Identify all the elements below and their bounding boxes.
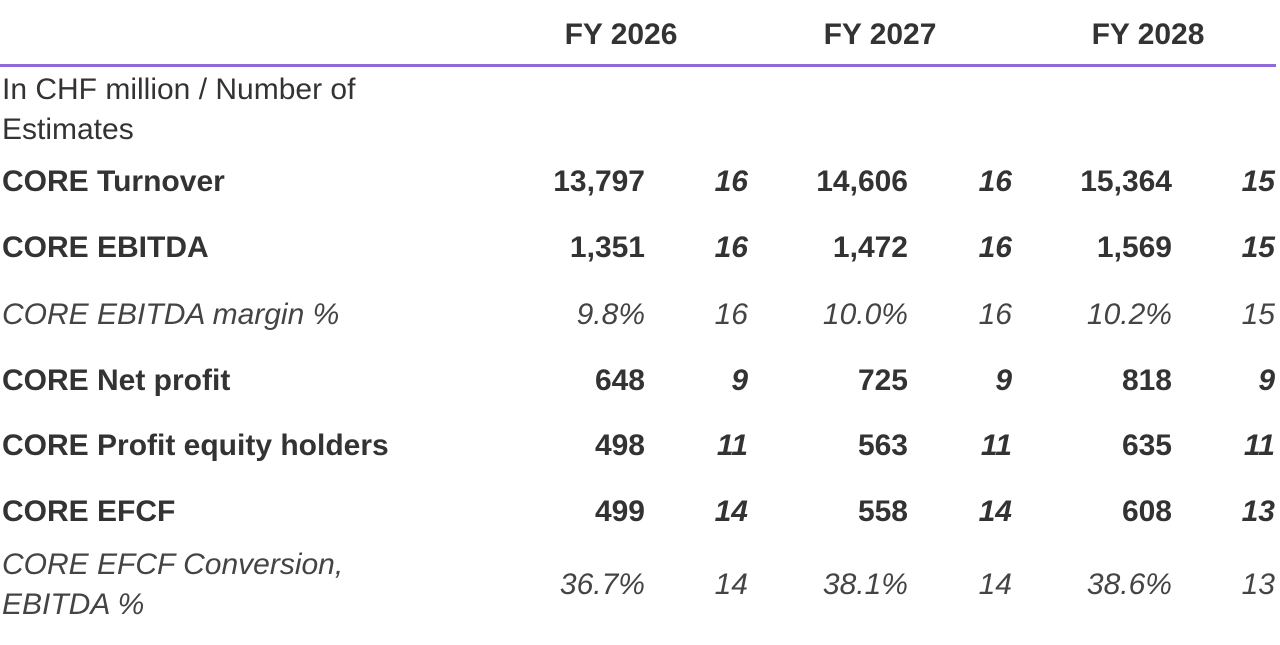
estimate-value: 1,569 <box>1096 231 1172 264</box>
row-label: CORE Net profit <box>2 364 231 397</box>
estimate-value: 498 <box>594 429 645 462</box>
header-rule <box>0 64 1276 67</box>
row-label: CORE EFCF <box>2 495 176 528</box>
estimate-count: 16 <box>978 165 1012 198</box>
estimate-value: 1,351 <box>569 231 645 264</box>
estimate-count: 14 <box>978 568 1012 601</box>
estimate-count: 15 <box>1241 231 1275 264</box>
estimate-count: 14 <box>714 568 748 601</box>
estimate-count: 16 <box>978 298 1012 331</box>
row-label: CORE EBITDA margin % <box>2 298 340 331</box>
estimate-count: 14 <box>714 495 748 528</box>
column-header: FY 2027 <box>823 18 937 51</box>
estimate-value: 10.0% <box>822 298 908 331</box>
estimate-value: 499 <box>594 495 645 528</box>
estimate-value: 818 <box>1121 364 1172 397</box>
estimate-value: 725 <box>857 364 908 397</box>
estimate-count: 11 <box>980 429 1012 462</box>
estimate-value: 36.7% <box>559 568 645 601</box>
estimate-count: 13 <box>1241 568 1275 601</box>
estimate-value: 38.1% <box>822 568 908 601</box>
estimate-count: 14 <box>978 495 1012 528</box>
row-label: CORE EFCF Conversion, EBITDA % <box>2 548 344 621</box>
row-label: CORE Profit equity holders <box>2 429 389 462</box>
estimate-value: 563 <box>857 429 908 462</box>
estimate-count: 11 <box>716 429 748 462</box>
estimate-count: 15 <box>1241 165 1275 198</box>
estimate-count: 16 <box>714 298 748 331</box>
estimate-count: 16 <box>714 231 748 264</box>
estimate-count: 9 <box>995 364 1012 397</box>
estimate-count: 9 <box>1258 364 1275 397</box>
unit-label: In CHF million / Number of Estimates <box>2 73 356 146</box>
row-label: CORE EBITDA <box>2 231 209 264</box>
estimate-value: 38.6% <box>1086 568 1172 601</box>
estimate-value: 14,606 <box>816 165 908 198</box>
column-header: FY 2028 <box>1091 18 1205 51</box>
column-header: FY 2026 <box>564 18 678 51</box>
estimate-value: 1,472 <box>832 231 908 264</box>
estimate-value: 9.8% <box>576 298 645 331</box>
estimate-value: 10.2% <box>1086 298 1172 331</box>
estimate-value: 608 <box>1121 495 1172 528</box>
estimate-count: 13 <box>1241 495 1275 528</box>
estimate-value: 13,797 <box>553 165 645 198</box>
estimate-count: 16 <box>978 231 1012 264</box>
estimate-count: 15 <box>1241 298 1275 331</box>
estimate-count: 9 <box>731 364 748 397</box>
estimate-value: 15,364 <box>1080 165 1172 198</box>
row-label: CORE Turnover <box>2 165 225 198</box>
estimate-value: 558 <box>857 495 908 528</box>
estimate-value: 635 <box>1121 429 1172 462</box>
estimate-count: 16 <box>714 165 748 198</box>
estimate-value: 648 <box>594 364 645 397</box>
estimate-count: 11 <box>1243 429 1275 462</box>
